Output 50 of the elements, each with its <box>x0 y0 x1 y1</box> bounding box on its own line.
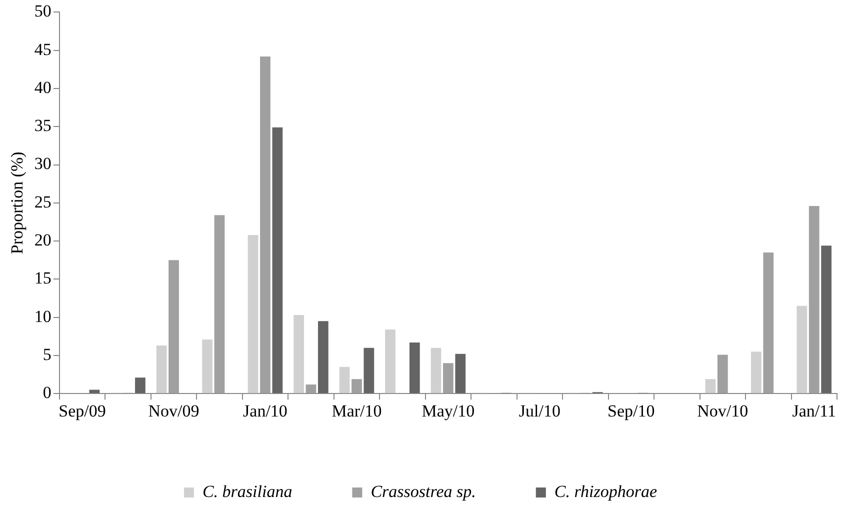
bar <box>821 246 832 394</box>
bar <box>443 363 454 394</box>
bar <box>364 348 374 394</box>
x-tick-label: Nov/10 <box>697 401 748 420</box>
y-tick-label: 10 <box>34 306 52 326</box>
y-tick-label: 50 <box>34 2 52 21</box>
y-tick-label: 35 <box>34 116 52 136</box>
bar <box>202 339 212 394</box>
bar <box>168 260 179 394</box>
bar <box>808 206 820 394</box>
bar <box>272 127 283 394</box>
x-tick-label: Sep/09 <box>58 401 106 420</box>
y-tick-label: 25 <box>34 192 52 212</box>
bar <box>318 321 328 394</box>
y-axis-title: Proportion (%) <box>8 152 27 254</box>
bar <box>385 330 396 394</box>
bar <box>214 215 225 394</box>
bar <box>294 315 304 394</box>
bar <box>248 234 258 394</box>
y-tick-label: 20 <box>34 230 52 250</box>
bar <box>455 354 466 394</box>
x-tick-label: Jan/10 <box>243 401 288 420</box>
bar <box>339 366 350 394</box>
bar <box>156 346 167 394</box>
x-tick-label: Sep/10 <box>608 401 655 420</box>
bar <box>135 378 146 394</box>
bar <box>751 352 762 394</box>
bar <box>260 56 270 394</box>
bar <box>306 384 316 394</box>
y-tick-label: 5 <box>42 344 52 364</box>
x-tick-label: May/10 <box>422 401 475 420</box>
y-tick-label: 0 <box>42 383 52 402</box>
bar <box>409 342 420 394</box>
legend-label: C. brasiliana <box>202 482 292 501</box>
y-tick-label: 30 <box>34 154 52 174</box>
y-tick-label: 40 <box>34 78 52 97</box>
x-tick-label: Jul/10 <box>518 401 560 420</box>
bar <box>796 306 808 394</box>
legend-label: Crassostrea sp. <box>370 482 476 501</box>
x-tick-label: Mar/10 <box>332 401 382 420</box>
bar <box>352 379 362 394</box>
x-tick-label: Nov/09 <box>148 401 200 420</box>
legend-label: C. rhizophorae <box>554 482 658 501</box>
bar <box>705 379 716 394</box>
bar <box>717 354 728 394</box>
y-tick-label: 15 <box>34 268 52 288</box>
bar <box>763 252 774 394</box>
bar <box>430 348 442 394</box>
y-tick-label: 45 <box>34 40 52 59</box>
x-tick-label: Jan/11 <box>792 401 836 420</box>
